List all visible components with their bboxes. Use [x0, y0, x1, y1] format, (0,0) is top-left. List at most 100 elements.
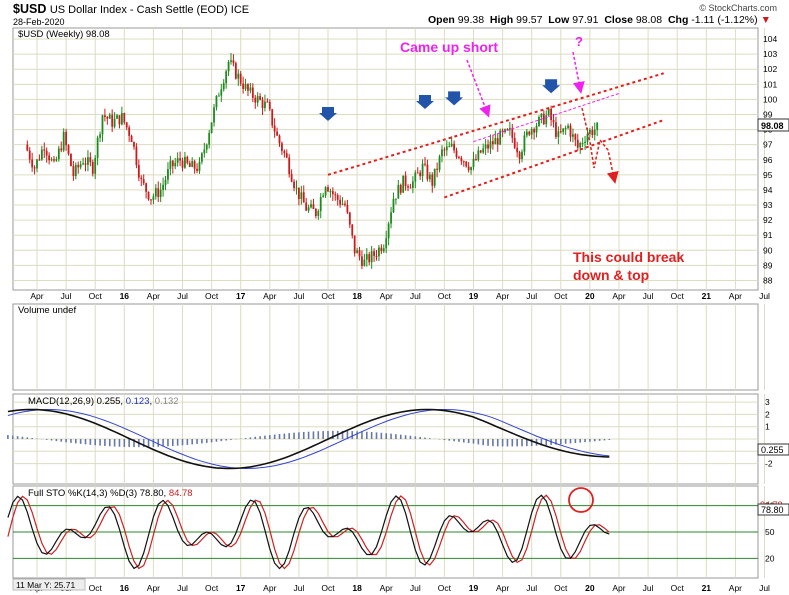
candle-body	[40, 149, 43, 160]
macd-histogram-bar	[220, 439, 223, 442]
macd-histogram-bar	[186, 439, 189, 445]
macd-histogram-bar	[322, 431, 324, 439]
candle-body	[116, 115, 118, 119]
macd-histogram-bar	[172, 439, 174, 447]
annotation-break-line2: down & top	[573, 267, 649, 283]
candle-body	[324, 187, 327, 196]
candle-body	[91, 162, 94, 174]
candle-body	[319, 197, 322, 212]
stockcharts-credit: © StockCharts.com	[699, 3, 777, 13]
macd-histogram-bar	[589, 439, 591, 442]
macd-histogram-bar	[230, 439, 232, 440]
candle-body	[38, 159, 41, 161]
candle-body	[123, 113, 126, 123]
close-value: 98.08	[635, 14, 663, 26]
candle-body	[74, 164, 77, 177]
candle-body	[26, 144, 29, 151]
candle-body	[259, 96, 261, 100]
macd-histogram-bar	[492, 439, 494, 447]
macd-histogram-bar	[264, 435, 266, 439]
candle-body	[220, 89, 223, 96]
candle-body	[89, 157, 92, 163]
macd-histogram-bar	[162, 439, 164, 447]
candle-body	[256, 96, 259, 103]
gridlines	[13, 28, 765, 578]
chart-date: 28-Feb-2020	[13, 17, 65, 27]
x-tick-label: 16	[120, 291, 130, 301]
sto-series	[7, 487, 758, 570]
candle-body	[428, 174, 431, 180]
macd-histogram-bar	[249, 437, 252, 439]
candle-body	[555, 122, 557, 137]
candle-body	[53, 159, 55, 161]
candle-body	[484, 144, 487, 149]
macd-histogram-bar	[404, 435, 407, 439]
candle-body	[111, 114, 114, 127]
sto-k-line	[7, 494, 610, 570]
macd-histogram-bar	[215, 439, 218, 442]
macd-line	[7, 408, 610, 470]
macd-histogram-bar	[11, 435, 14, 439]
candle-body	[196, 168, 198, 171]
macd-histogram-bar	[278, 434, 281, 439]
macd-histogram-bar	[385, 433, 387, 439]
last-macd-box	[757, 443, 789, 456]
candle-body	[407, 186, 409, 188]
candle-body	[557, 131, 560, 137]
x-tick-label: Oct	[205, 583, 219, 593]
candle-body	[227, 61, 230, 72]
macd-histogram-bar	[501, 439, 504, 447]
macd-histogram-bar	[424, 437, 426, 439]
macd-histogram-bar	[307, 431, 310, 439]
macd-histogram-bar	[50, 439, 53, 441]
candle-body	[120, 113, 123, 125]
x-tick-label: Apr	[612, 291, 625, 301]
candle-body	[477, 150, 480, 160]
candle-body	[201, 153, 203, 162]
candle-body	[443, 149, 446, 151]
candle-body	[43, 149, 46, 151]
candle-body	[251, 87, 254, 98]
macd-y-tick: 1	[765, 422, 770, 432]
ohlc-readout: Open 99.38 High 99.57 Low 97.91 Close 98…	[428, 14, 771, 26]
macd-histogram-bar	[191, 439, 193, 445]
candle-body	[96, 137, 99, 158]
candle-body	[186, 156, 189, 164]
candle-body	[310, 204, 312, 208]
x-tick-label: Jul	[643, 583, 654, 593]
last-k-box	[757, 503, 789, 516]
candle-body	[329, 191, 332, 193]
macd-histogram-bar	[75, 439, 77, 444]
x-tick-label: Oct	[671, 583, 685, 593]
candle-body	[205, 144, 208, 150]
candle-body	[368, 254, 371, 263]
candle-body	[82, 163, 84, 165]
candle-body	[424, 163, 426, 165]
macd-histogram-bar	[288, 433, 290, 439]
candle-body	[528, 131, 531, 135]
candle-body	[521, 151, 523, 159]
price-y-tick: 102	[763, 64, 777, 74]
candle-body	[273, 125, 276, 132]
candle-body	[387, 223, 390, 239]
x-tick-label: 17	[236, 291, 246, 301]
candle-body	[137, 165, 140, 178]
chart-header: $USD US Dollar Index - Cash Settle (EOD)…	[0, 0, 789, 28]
x-tick-label: 20	[585, 291, 595, 301]
candle-body	[390, 212, 392, 224]
candle-body	[169, 160, 172, 170]
macd-histogram-bar	[60, 439, 63, 442]
macd-histogram-bar	[540, 439, 543, 446]
candle-body	[404, 175, 407, 187]
candle-body	[344, 203, 346, 206]
macd-series	[7, 408, 611, 470]
candle-body	[445, 146, 448, 151]
macd-histogram-bar	[45, 439, 48, 440]
annotations-layer	[319, 51, 665, 199]
candle-body	[293, 181, 295, 188]
candle-body	[564, 128, 567, 130]
macd-histogram-bar	[7, 435, 9, 439]
candle-body	[191, 161, 194, 167]
blue-arrow-icon	[542, 79, 561, 94]
macd-histogram-bar	[273, 434, 276, 439]
